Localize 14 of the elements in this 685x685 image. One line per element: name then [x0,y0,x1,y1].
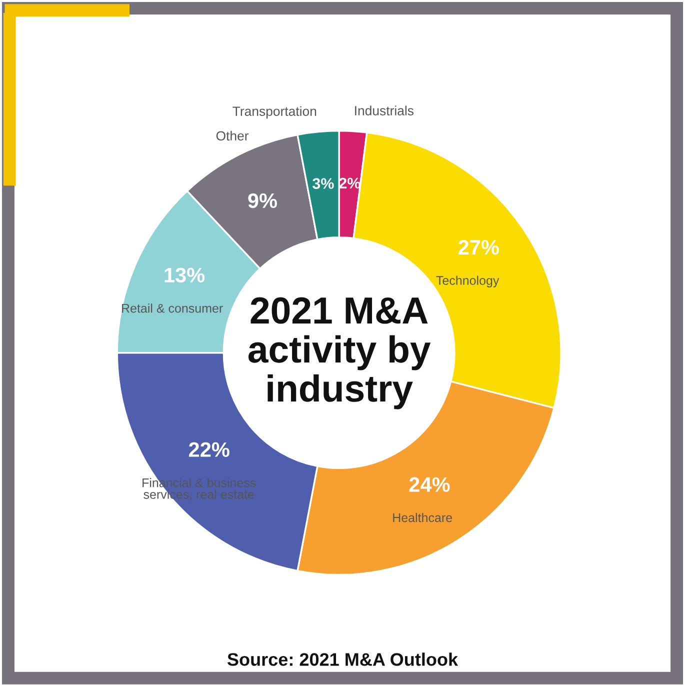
data-label: 24% [409,477,450,492]
slice-label: Transportation [232,106,316,119]
slice-label: Retail & consumer [122,304,223,313]
slice-label: Technology [436,276,500,288]
source-note: Source: 2021 M&A Outlook [227,652,458,666]
slice-label: Healthcare [393,512,452,522]
slice-label: Industrials [355,106,414,116]
data-label: 27% [458,240,499,255]
data-label: 13% [164,268,205,283]
data-label: 22% [188,442,230,457]
text: 2021 M&A activity by industry [248,297,431,410]
data-label: 3% [312,178,334,189]
data-label: 9% [248,193,278,208]
slice-label: Other [216,130,249,141]
